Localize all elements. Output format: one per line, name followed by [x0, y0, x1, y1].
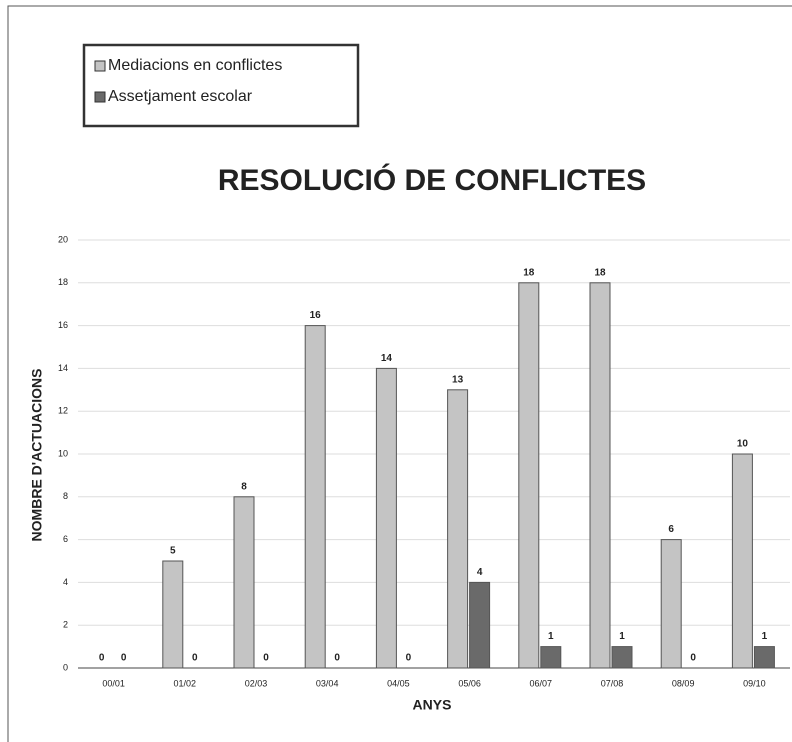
data-label: 16 — [310, 310, 322, 321]
x-tick-label: 07/08 — [601, 678, 624, 688]
x-tick-label: 09/10 — [743, 678, 766, 688]
bar — [589, 282, 611, 669]
y-tick-label: 10 — [58, 448, 68, 458]
x-tick-label: 02/03 — [245, 678, 268, 688]
bar — [660, 539, 682, 669]
bar — [518, 282, 540, 669]
data-label: 1 — [762, 631, 768, 642]
x-axis-label: ANYS — [413, 697, 452, 713]
y-tick-label: 18 — [58, 277, 68, 287]
bar — [447, 389, 469, 669]
data-label: 10 — [737, 439, 749, 450]
bar — [731, 453, 753, 669]
data-label: 1 — [548, 631, 554, 642]
data-label: 5 — [170, 546, 176, 557]
data-label: 0 — [263, 653, 269, 664]
y-axis-label: NOMBRE D'ACTUACIONS — [29, 369, 45, 542]
data-label: 6 — [668, 524, 674, 535]
legend-swatch — [94, 60, 106, 72]
x-tick-label: 01/02 — [174, 678, 197, 688]
bar — [375, 367, 397, 669]
data-label: 18 — [523, 267, 535, 278]
y-tick-label: 8 — [63, 491, 68, 501]
y-tick-label: 14 — [58, 363, 68, 373]
data-label: 4 — [477, 567, 483, 578]
data-label: 0 — [121, 653, 127, 664]
y-tick-label: 12 — [58, 406, 68, 416]
y-tick-label: 16 — [58, 320, 68, 330]
data-label: 0 — [99, 653, 105, 664]
x-tick-label: 05/06 — [458, 678, 481, 688]
legend-box — [82, 43, 360, 128]
chart-title: RESOLUCIÓ DE CONFLICTES — [218, 163, 646, 197]
legend-swatch — [94, 91, 106, 103]
bar — [611, 646, 633, 669]
x-tick-label: 03/04 — [316, 678, 339, 688]
bar — [469, 581, 491, 669]
data-label: 0 — [192, 653, 198, 664]
y-tick-label: 20 — [58, 234, 68, 244]
data-label: 8 — [241, 481, 247, 492]
y-tick-label: 0 — [63, 662, 68, 672]
bar — [304, 325, 326, 669]
y-tick-label: 2 — [63, 620, 68, 630]
bar — [233, 496, 255, 669]
legend-label: Mediacions en conflictes — [108, 57, 282, 74]
data-label: 14 — [381, 353, 393, 364]
data-label: 18 — [594, 267, 606, 278]
bar — [540, 646, 562, 669]
data-label: 1 — [619, 631, 625, 642]
y-tick-label: 4 — [63, 577, 68, 587]
x-tick-label: 00/01 — [102, 678, 125, 688]
data-label: 13 — [452, 374, 464, 385]
frame — [7, 5, 792, 742]
y-tick-label: 6 — [63, 534, 68, 544]
data-label: 0 — [690, 653, 696, 664]
data-label: 0 — [406, 653, 412, 664]
x-tick-label: 08/09 — [672, 678, 695, 688]
x-tick-label: 04/05 — [387, 678, 410, 688]
legend-label: Assetjament escolar — [108, 88, 253, 105]
data-label: 0 — [334, 653, 340, 664]
bar — [162, 560, 184, 669]
bar — [753, 646, 775, 669]
x-tick-label: 06/07 — [530, 678, 553, 688]
